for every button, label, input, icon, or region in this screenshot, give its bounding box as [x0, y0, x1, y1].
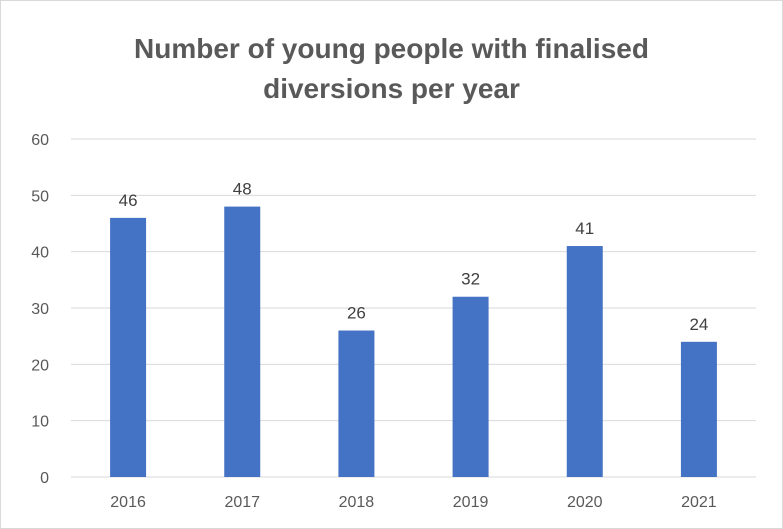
chart-title: Number of young people with finalised di… — [1, 29, 782, 109]
x-tick-label: 2017 — [224, 494, 260, 511]
bar — [338, 330, 375, 477]
chart-title-line-1: Number of young people with finalised — [134, 33, 649, 64]
y-tick-label: 40 — [31, 245, 49, 262]
data-label: 48 — [233, 180, 252, 199]
x-tick-label: 2016 — [110, 494, 146, 511]
y-tick-label: 0 — [40, 470, 49, 487]
data-label: 46 — [119, 191, 138, 210]
y-tick-label: 20 — [31, 357, 49, 374]
bar — [566, 246, 603, 477]
bar — [680, 341, 717, 477]
data-label: 26 — [347, 304, 366, 323]
data-label: 32 — [461, 270, 480, 289]
y-tick-label: 50 — [31, 188, 49, 205]
bar — [452, 296, 489, 477]
data-label: 41 — [575, 219, 594, 238]
bar — [110, 217, 147, 477]
y-tick-label: 30 — [31, 301, 49, 318]
y-tick-label: 60 — [31, 132, 49, 149]
bar — [224, 206, 261, 477]
data-label: 24 — [689, 315, 708, 334]
x-tick-label: 2018 — [339, 494, 375, 511]
y-tick-label: 10 — [31, 414, 49, 431]
x-tick-label: 2020 — [567, 494, 603, 511]
x-tick-label: 2021 — [681, 494, 717, 511]
x-tick-label: 2019 — [453, 494, 489, 511]
chart-title-line-2: diversions per year — [263, 73, 520, 104]
